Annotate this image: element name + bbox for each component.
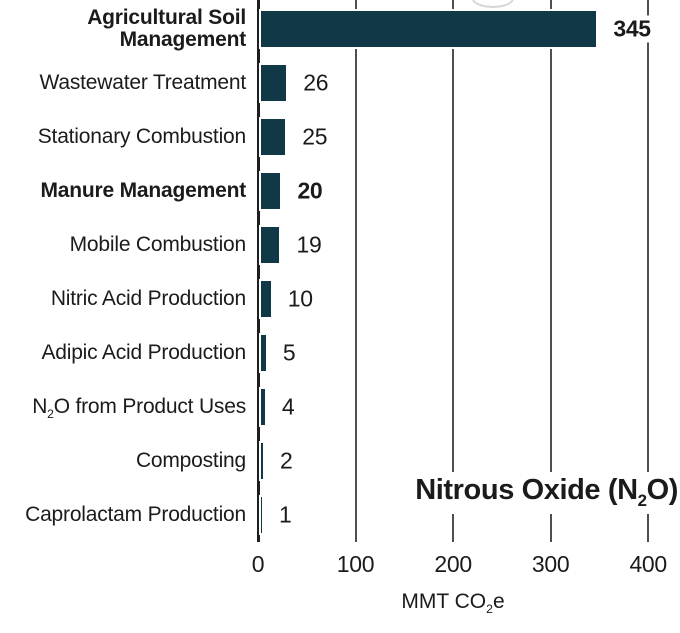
value-label: 19 [293, 231, 325, 259]
chart-title: Nitrous Oxide (N2O) [405, 472, 678, 514]
bar [261, 443, 263, 479]
bar-row: Mobile Combustion 19 [0, 218, 680, 272]
bar [261, 227, 280, 263]
category-label: Stationary Combustion [37, 124, 246, 148]
bar-row: Wastewater Treatment 26 [0, 56, 680, 110]
category-label: Mobile Combustion [69, 232, 247, 256]
value-label: 26 [300, 69, 332, 97]
y-axis-line [257, 0, 260, 542]
bar [261, 65, 287, 101]
bar-row: Caprolactam Production 1 [0, 488, 680, 542]
bar-row: Manure Management 20 [0, 164, 680, 218]
x-tick-label-400: 400 [629, 551, 667, 577]
value-label: 1 [276, 501, 295, 529]
x-tick-label-200: 200 [434, 551, 472, 577]
category-label: Agricultural Soil Management [87, 5, 246, 51]
bar [261, 281, 271, 317]
value-label: 2 [276, 447, 296, 475]
value-label: 5 [279, 339, 299, 367]
bar [261, 173, 281, 209]
bar-row: N2O from Product Uses 4 [0, 380, 680, 434]
bar [261, 11, 597, 47]
bar [261, 389, 265, 425]
bar [261, 497, 262, 533]
gridline-200 [452, 0, 455, 542]
value-label: 25 [299, 123, 331, 151]
category-label: Composting [135, 448, 246, 472]
subscript: 2 [486, 602, 493, 617]
category-label: Caprolactam Production [25, 502, 246, 526]
bar-row: Adipic Acid Production 5 [0, 326, 680, 380]
category-label: Manure Management [40, 178, 247, 202]
gridline-300 [549, 0, 552, 542]
subscript: 2 [637, 491, 647, 511]
value-label: 10 [284, 285, 316, 313]
value-label: 4 [278, 393, 298, 421]
x-axis-label: MMT CO2e [401, 590, 505, 617]
bar-row: Composting 2 [0, 434, 680, 488]
bar-row: Agricultural Soil Management 345 [0, 2, 680, 56]
bar-row: Stationary Combustion 25 [0, 110, 680, 164]
bar [261, 119, 286, 155]
x-tick-label-100: 100 [336, 551, 375, 577]
category-label: Wastewater Treatment [39, 70, 247, 94]
value-label: 345 [610, 15, 654, 43]
subscript: 2 [47, 407, 54, 422]
bar [261, 335, 266, 371]
category-label: N2O from Product Uses [32, 394, 246, 422]
category-label: Adipic Acid Production [41, 340, 246, 364]
value-label: 20 [294, 177, 326, 205]
category-label: Nitric Acid Production [50, 286, 246, 310]
x-tick-label-0: 0 [251, 551, 265, 577]
gridline-400 [647, 0, 650, 542]
bar-row: Nitric Acid Production 10 [0, 272, 680, 326]
gridline-100 [354, 0, 357, 542]
x-tick-label-300: 300 [531, 551, 570, 577]
